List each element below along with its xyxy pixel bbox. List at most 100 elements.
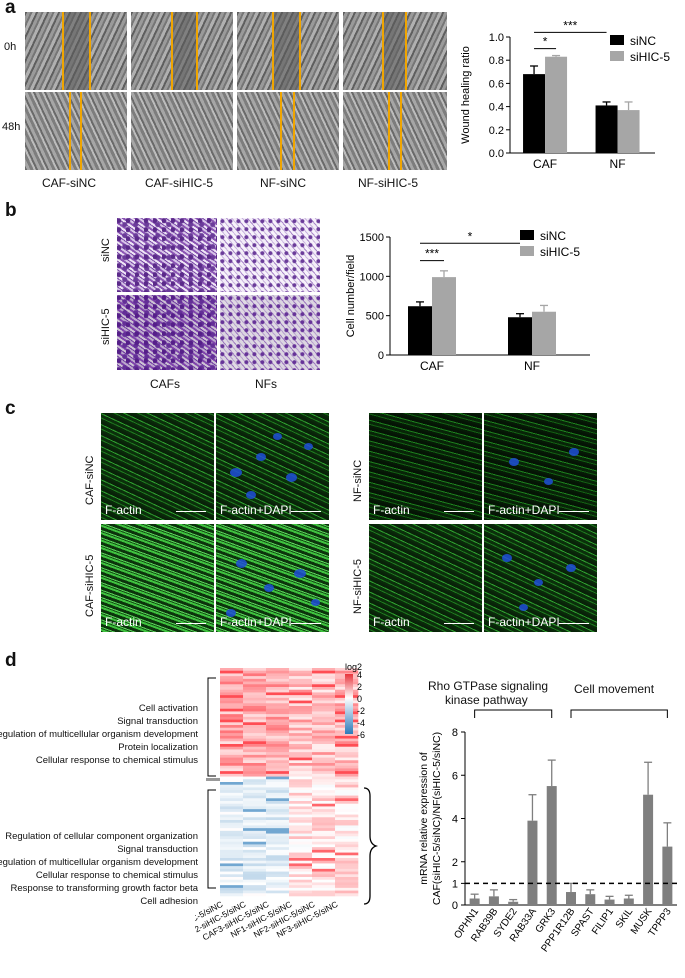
heatmap-cell — [312, 668, 336, 672]
heatmap-cell — [312, 687, 336, 691]
heatmap-cell — [335, 773, 359, 777]
heatmap-cell — [220, 684, 244, 688]
heatmap-cell — [289, 814, 313, 818]
heatmap-cell — [312, 817, 336, 821]
heatmap-cell — [243, 754, 267, 758]
heatmap-cell — [243, 771, 267, 775]
heatmap-cell — [289, 692, 313, 696]
row-label-0h: 0h — [4, 41, 17, 53]
heatmap-cell — [312, 678, 336, 682]
heatmap-cell — [220, 809, 244, 813]
heatmap-cell — [220, 863, 244, 867]
fluor-caf-sinc-factin: F-actin — [101, 413, 214, 520]
panel-a-letter: a — [5, 0, 16, 18]
fluor-nf-sihic5-merge: F-actin+DAPI — [484, 524, 597, 632]
heatmap-cell — [243, 689, 267, 693]
heatmap-cell — [243, 825, 267, 829]
x-tick-label: CAF — [420, 359, 444, 373]
heatmap-cell — [220, 733, 244, 737]
heatmap-cell — [312, 714, 336, 718]
heatmap-cell — [289, 803, 313, 807]
heatmap-cell — [335, 866, 359, 870]
y-tick-label: 1500 — [360, 232, 384, 244]
heatmap-cell — [335, 882, 359, 886]
heatmap-cell — [312, 841, 336, 845]
heatmap-cell — [220, 825, 244, 829]
heatmap-cell — [289, 784, 313, 788]
heatmap-cell — [266, 703, 290, 707]
color-scale-tick: -6 — [357, 730, 365, 740]
heatmap-cell — [335, 830, 359, 834]
heatmap-cell — [243, 706, 267, 710]
heatmap-cell — [312, 725, 336, 729]
heatmap-cell — [312, 825, 336, 829]
heatmap-cell — [266, 714, 290, 718]
heatmap-cell — [220, 841, 244, 845]
heatmap-cell — [312, 877, 336, 881]
heatmap-cell — [266, 784, 290, 788]
heatmap-cell — [243, 809, 267, 813]
chart-wound-healing: 0.0 0.2 0.4 0.6 0.8 1.0 Wound healing ratio CAF… — [460, 18, 670, 171]
transwell-caf-sihic5 — [117, 295, 217, 370]
y-tick-label: 1000 — [360, 271, 384, 283]
scale-bar — [176, 511, 206, 512]
heatmap-cell — [335, 828, 359, 832]
heatmap-cell — [289, 809, 313, 813]
heatmap-cell — [312, 695, 336, 699]
heatmap-cell — [220, 779, 244, 783]
heatmap-cell — [243, 833, 267, 837]
heatmap-cell — [243, 676, 267, 680]
heatmap-cell — [266, 893, 290, 897]
tile-label-factin-dapi: F-actin+DAPI — [488, 615, 560, 629]
heatmap-cell — [243, 776, 267, 780]
heatmap-cell — [289, 863, 313, 867]
heatmap-cell — [335, 820, 359, 824]
heatmap-cell — [289, 877, 313, 881]
heatmap-cell — [289, 792, 313, 796]
col-label-caf-sihic5: CAF-siHIC-5 — [145, 176, 213, 190]
heatmap-cell — [335, 763, 359, 767]
heatmap-cell — [220, 849, 244, 853]
y-tick-label: 0 — [452, 900, 458, 912]
heatmap-cell — [220, 722, 244, 726]
heatmap-cell — [220, 771, 244, 775]
heatmap-cell — [243, 779, 267, 783]
transwell-nf-sihic5 — [220, 295, 320, 370]
bar-sinc-nf — [595, 105, 618, 153]
heatmap-cell — [220, 814, 244, 818]
heatmap-cell — [335, 735, 359, 739]
heatmap-cell — [243, 814, 267, 818]
heatmap-cell — [289, 836, 313, 840]
heatmap-cell — [312, 820, 336, 824]
heatmap-cell — [289, 733, 313, 737]
cluster-bracket-lower — [207, 789, 216, 889]
heatmap-cell — [335, 782, 359, 786]
heatmap-cell — [243, 858, 267, 862]
color-scale-bar — [345, 674, 353, 734]
micrograph-nf-sihic5-48h — [343, 92, 447, 170]
heatmap-cell — [220, 811, 244, 815]
y-axis-label: Wound healing ratio — [460, 46, 472, 144]
heatmap-cell — [312, 763, 336, 767]
group-label-rho-2: kinase pathway — [445, 693, 528, 707]
scale-bar — [559, 511, 589, 512]
heatmap-cell — [220, 673, 244, 677]
heatmap-cell — [266, 744, 290, 748]
heatmap-cell — [335, 863, 359, 867]
heatmap-cell — [266, 692, 290, 696]
heatmap-cell — [289, 787, 313, 791]
heatmap-cell — [335, 779, 359, 783]
scale-bar — [444, 511, 474, 512]
heatmap-cell — [312, 752, 336, 756]
heatmap-cell — [220, 676, 244, 680]
heatmap-cell — [289, 825, 313, 829]
heatmap-cell — [243, 863, 267, 867]
heatmap-cell — [289, 782, 313, 786]
heatmap-cell — [243, 784, 267, 788]
bar-sihic-5-caf — [545, 56, 568, 153]
heatmap-cell — [243, 847, 267, 851]
group-label-movement: Cell movement — [574, 682, 655, 696]
heatmap-cell — [266, 678, 290, 682]
heatmap-cell — [243, 871, 267, 875]
heatmap-cell — [243, 673, 267, 677]
